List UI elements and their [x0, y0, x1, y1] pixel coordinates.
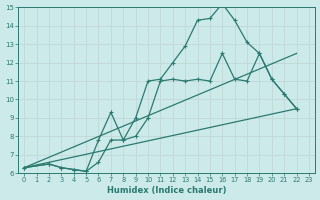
X-axis label: Humidex (Indice chaleur): Humidex (Indice chaleur) — [107, 186, 226, 195]
